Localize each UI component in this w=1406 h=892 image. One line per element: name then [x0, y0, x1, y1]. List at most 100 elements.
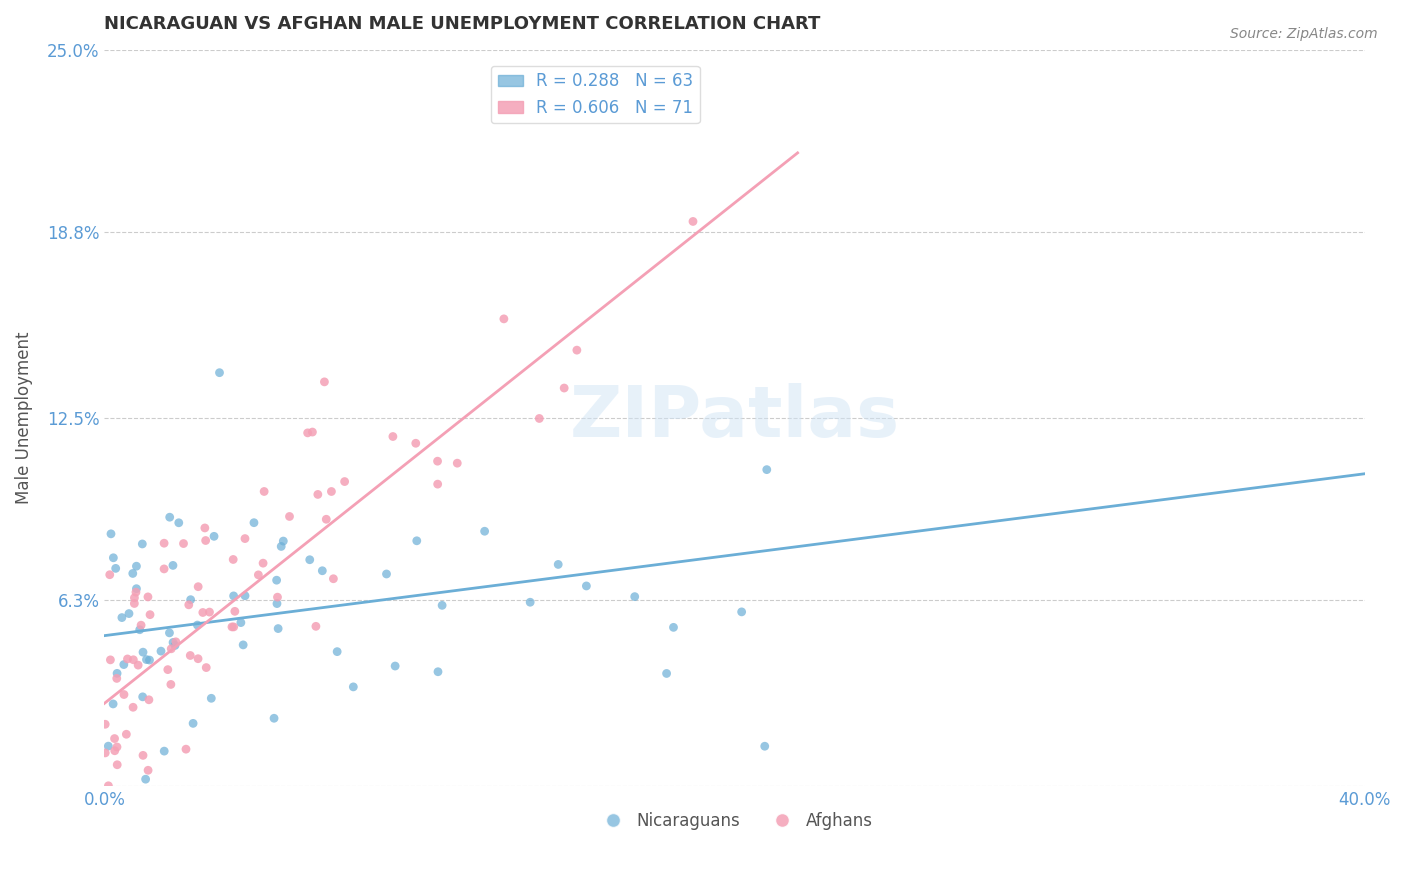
Point — [191, 606, 214, 620]
Point — [136, 590, 159, 604]
Point — [125, 582, 148, 596]
Point — [125, 585, 148, 599]
Point — [553, 381, 575, 395]
Point — [307, 487, 329, 501]
Point — [124, 591, 146, 605]
Point — [112, 688, 135, 702]
Point — [160, 641, 183, 656]
Point — [519, 595, 541, 609]
Point — [97, 779, 120, 793]
Point — [163, 639, 186, 653]
Point — [127, 658, 149, 673]
Point — [180, 592, 202, 607]
Point — [129, 618, 152, 632]
Point — [179, 648, 201, 663]
Point — [100, 526, 122, 541]
Point — [105, 739, 128, 754]
Point — [98, 567, 121, 582]
Point — [314, 375, 336, 389]
Point — [321, 484, 343, 499]
Point — [138, 653, 160, 667]
Point — [160, 677, 183, 691]
Point — [167, 516, 190, 530]
Point — [202, 529, 225, 543]
Point — [233, 589, 256, 603]
Point — [121, 566, 143, 581]
Point — [194, 521, 217, 535]
Point — [243, 516, 266, 530]
Point — [326, 645, 349, 659]
Point — [117, 652, 139, 666]
Point — [153, 744, 176, 758]
Point — [104, 561, 127, 575]
Point — [174, 742, 197, 756]
Point — [153, 536, 176, 550]
Point — [474, 524, 496, 539]
Point — [755, 462, 778, 476]
Y-axis label: Male Unemployment: Male Unemployment — [15, 332, 32, 504]
Point — [105, 757, 128, 772]
Point — [124, 597, 146, 611]
Point — [263, 711, 285, 725]
Point — [94, 717, 117, 731]
Point — [103, 550, 125, 565]
Point — [159, 625, 181, 640]
Point — [662, 620, 685, 634]
Text: NICARAGUAN VS AFGHAN MALE UNEMPLOYMENT CORRELATION CHART: NICARAGUAN VS AFGHAN MALE UNEMPLOYMENT C… — [104, 15, 821, 33]
Point — [100, 653, 122, 667]
Point — [271, 534, 294, 549]
Point — [623, 590, 645, 604]
Point — [186, 618, 208, 632]
Point — [122, 653, 145, 667]
Point — [426, 477, 449, 491]
Point — [111, 610, 134, 624]
Point — [229, 615, 252, 630]
Point — [131, 690, 153, 704]
Point — [305, 619, 328, 633]
Point — [405, 436, 427, 450]
Point — [131, 537, 153, 551]
Legend: Nicaraguans, Afghans: Nicaraguans, Afghans — [591, 805, 879, 837]
Point — [135, 772, 157, 787]
Point — [754, 739, 776, 754]
Point — [187, 580, 209, 594]
Point — [298, 553, 321, 567]
Point — [125, 559, 148, 574]
Point — [135, 652, 157, 666]
Text: ZIPatlas: ZIPatlas — [569, 384, 900, 452]
Point — [266, 597, 288, 611]
Point — [153, 562, 176, 576]
Point — [311, 564, 333, 578]
Point — [446, 456, 468, 470]
Point — [233, 532, 256, 546]
Point — [198, 605, 221, 619]
Point — [118, 607, 141, 621]
Point — [278, 509, 301, 524]
Point — [253, 484, 276, 499]
Point — [381, 429, 404, 443]
Point — [112, 657, 135, 672]
Point — [200, 691, 222, 706]
Point — [427, 665, 450, 679]
Point — [575, 579, 598, 593]
Point — [138, 693, 160, 707]
Point — [187, 651, 209, 665]
Point — [122, 700, 145, 714]
Point — [426, 454, 449, 468]
Point — [104, 744, 127, 758]
Point — [103, 731, 125, 746]
Point — [492, 311, 515, 326]
Point — [94, 746, 117, 760]
Point — [342, 680, 364, 694]
Point — [139, 607, 162, 622]
Point — [173, 536, 195, 550]
Point — [384, 659, 406, 673]
Point — [301, 425, 323, 439]
Point — [252, 556, 274, 570]
Point — [221, 620, 243, 634]
Point — [195, 660, 218, 674]
Point — [222, 589, 245, 603]
Point — [266, 590, 288, 604]
Point — [97, 739, 120, 753]
Point — [165, 635, 187, 649]
